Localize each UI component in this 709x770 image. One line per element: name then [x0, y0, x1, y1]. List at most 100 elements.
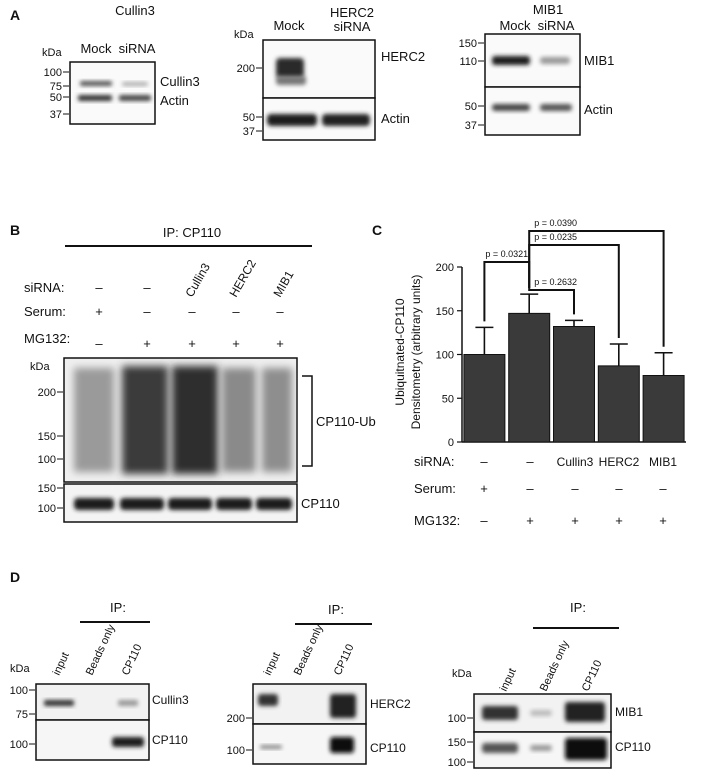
bar	[597, 365, 640, 443]
panel-d1-band	[44, 700, 74, 706]
bar	[642, 375, 685, 443]
panel-b-kda: kDa	[30, 361, 50, 373]
panel-d3-band-mib1: MIB1	[615, 705, 643, 719]
panel-d2-band-herc2: HERC2	[370, 697, 411, 711]
blot1-treatment: Cullin3	[115, 3, 155, 18]
panel-b-smear	[262, 368, 292, 472]
panel-d2-col-beads: Beads only	[292, 622, 326, 677]
panel-a-blot-cullin3: Cullin3 Mock siRNA kDa 100 75 50 37 Cull…	[42, 3, 200, 125]
panel-b-band-cp110ub: CP110-Ub	[316, 414, 376, 429]
panel-b-smear	[172, 366, 218, 474]
panel-c-mg132-col-4: +	[615, 513, 623, 528]
panel-c-serum-col-1: +	[480, 481, 488, 496]
panel-d1-band-cullin3: Cullin3	[152, 693, 189, 707]
panel-d1-band	[112, 737, 144, 747]
blot1-marker-100: 100	[44, 67, 62, 79]
y-tick-label: 100	[436, 350, 454, 362]
blot2-treatment: HERC2	[330, 5, 374, 20]
panel-d2-marker-200: 200	[227, 713, 245, 725]
panel-label-d: D	[10, 569, 20, 585]
y-tick-label: 200	[436, 262, 454, 274]
panel-c-mg132-col-5: +	[659, 513, 667, 528]
panel-d1-kda: kDa	[10, 663, 30, 675]
panel-b-ip-title: IP: CP110	[163, 225, 221, 240]
blot3-marker-50: 50	[465, 101, 477, 113]
panel-c-serum-col-4: –	[615, 481, 623, 496]
panel-c-row-mg132: MG132:	[414, 513, 460, 528]
panel-c-sirna-col-1: –	[480, 454, 488, 469]
panel-d3-band-cp110: CP110	[615, 740, 651, 754]
panel-d3-col-cp110: CP110	[580, 658, 605, 693]
panel-b-mg132-col-1: –	[95, 336, 103, 351]
bar	[553, 326, 595, 443]
panel-c-ylabel-2: Densitometry (arbitrary units)	[409, 275, 423, 430]
panel-d3-col-beads: Beads only	[538, 638, 572, 693]
panel-d1-marker-100: 100	[10, 685, 28, 697]
panel-d3-band	[565, 738, 607, 760]
panel-d-blot-mib1: IP: kDa input Beads only CP110 100 150 1…	[448, 600, 651, 769]
panel-c: C Ubiquitnated-CP110 Densitometry (arbit…	[372, 218, 686, 528]
panel-d3-marker-100: 100	[448, 713, 466, 725]
panel-d1-col-input: input	[51, 651, 72, 678]
blot1-marker-50: 50	[50, 92, 62, 104]
panel-c-mg132-col-2: +	[526, 513, 534, 528]
panel-d2-col-input: input	[262, 651, 283, 678]
blot3-col-mock: Mock	[499, 18, 531, 33]
blot3-band	[540, 57, 570, 64]
panel-d2-ip: IP:	[328, 602, 344, 617]
panel-d3-band	[530, 745, 552, 751]
panel-b-band	[168, 498, 212, 510]
significance-bracket	[528, 230, 665, 347]
panel-b-band	[256, 498, 292, 510]
panel-c-serum-col-5: –	[659, 481, 667, 496]
blot1-col-sirna: siRNA	[119, 41, 156, 56]
blot2-band	[276, 76, 306, 85]
panel-d1-marker-100b: 100	[10, 739, 28, 751]
significance-label: p = 0.0390	[534, 218, 577, 228]
panel-b-sirna-col-5: MIB1	[270, 268, 296, 300]
y-tick-label: 150	[436, 306, 454, 318]
panel-d3-band	[482, 706, 518, 720]
blot3-band	[492, 104, 530, 111]
panel-b-mg132-col-4: +	[232, 336, 240, 351]
panel-c-ylabel-1: Ubiquitnated-CP110	[393, 298, 407, 406]
blot3-marker-37: 37	[465, 120, 477, 132]
blot1-marker-75: 75	[50, 81, 62, 93]
panel-b-sirna-col-4: HERC2	[226, 257, 259, 300]
panel-b-serum-col-1: +	[95, 304, 103, 319]
panel-label-a: A	[10, 7, 20, 23]
bar	[463, 354, 506, 443]
panel-b-marker-100-lower: 100	[38, 503, 56, 515]
panel-b-mg132-col-2: +	[143, 336, 151, 351]
panel-label-b: B	[10, 222, 20, 238]
blot1-band-actin: Actin	[160, 93, 189, 108]
significance-label: p = 0.0235	[534, 232, 577, 242]
panel-d1-marker-75: 75	[16, 709, 28, 721]
blot1-band	[80, 81, 112, 86]
panel-c-serum-col-2: –	[526, 481, 534, 496]
panel-b-mg132-col-3: +	[188, 336, 196, 351]
panel-d2-band	[258, 694, 278, 706]
blot2-band	[267, 114, 317, 126]
panel-b-marker-100: 100	[38, 454, 56, 466]
panel-c-sirna-col-2: –	[526, 454, 534, 469]
y-tick-label: 50	[442, 393, 454, 405]
panel-d3-kda: kDa	[452, 668, 472, 680]
blot2-treatment-sirna: siRNA	[334, 19, 371, 34]
panel-c-bars	[463, 293, 685, 443]
blot1-band	[122, 82, 148, 86]
y-tick-label: 0	[448, 437, 454, 449]
panel-b-row-serum: Serum:	[24, 304, 66, 319]
blot1-col-mock: Mock	[80, 41, 112, 56]
panel-d3-ip: IP:	[570, 600, 586, 615]
panel-b-smear	[222, 368, 256, 472]
panel-b-band	[216, 498, 252, 510]
panel-d1-col-cp110: CP110	[120, 642, 145, 677]
panel-b-smear	[74, 368, 114, 472]
panel-c-sirna-col-3: Cullin3	[557, 455, 594, 469]
panel-d1-band-cp110: CP110	[152, 733, 188, 747]
significance-bracket	[528, 288, 575, 315]
panel-a-blot-mib1: MIB1 Mock siRNA 150 110 50 37 MIB1 Actin	[459, 2, 614, 136]
panel-b: B IP: CP110 siRNA: Serum: MG132: – – Cul…	[10, 222, 376, 523]
